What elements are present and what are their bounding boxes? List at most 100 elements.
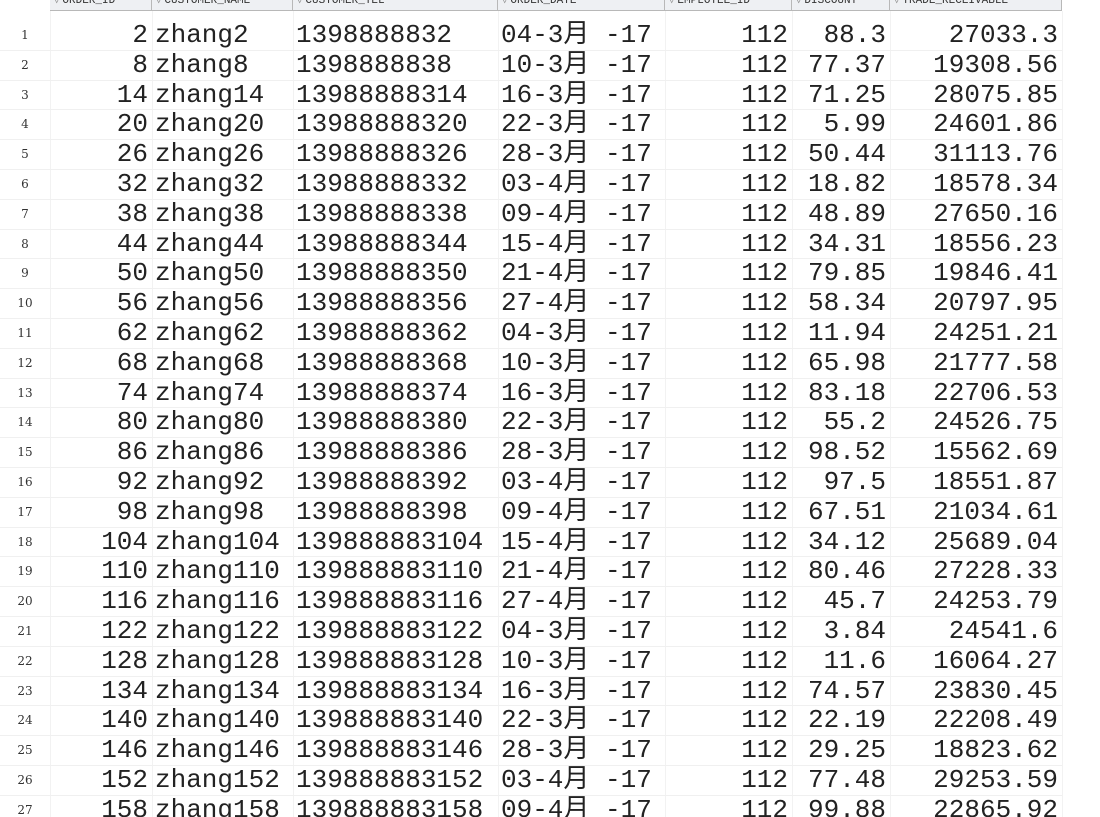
cell: 13988888398 bbox=[296, 496, 468, 527]
cell: 45.7 bbox=[823, 586, 886, 617]
cell: 55.2 bbox=[823, 407, 886, 438]
cell: 139888883110 bbox=[296, 556, 484, 587]
cell: zhang80 bbox=[155, 407, 265, 438]
cell: 19308.56 bbox=[933, 49, 1058, 80]
cell: 20 bbox=[116, 109, 148, 140]
cell: 50.44 bbox=[807, 139, 886, 170]
cell: 79.85 bbox=[807, 258, 886, 289]
cell: 27033.3 bbox=[948, 20, 1058, 50]
cell: 22-3月 -17 bbox=[501, 109, 652, 140]
cell: 77.48 bbox=[807, 765, 886, 795]
row-divider bbox=[0, 496, 1062, 498]
column-divider bbox=[890, 11, 891, 817]
cell: 13988888362 bbox=[296, 318, 468, 348]
cell: 112 bbox=[741, 735, 788, 766]
row-divider bbox=[0, 49, 1062, 51]
column-divider bbox=[665, 11, 666, 817]
cell: 28-3月 -17 bbox=[501, 139, 652, 170]
row-number: 21 bbox=[17, 624, 33, 638]
cell: 24526.75 bbox=[933, 407, 1058, 438]
row-divider bbox=[0, 705, 1062, 707]
cell: 8 bbox=[132, 49, 148, 80]
cell: 112 bbox=[741, 586, 788, 617]
cell: 13988888368 bbox=[296, 347, 468, 378]
cell: 112 bbox=[741, 794, 788, 817]
cell: 27-4月 -17 bbox=[501, 288, 652, 319]
cell: 22706.53 bbox=[933, 377, 1058, 408]
cell: 31113.76 bbox=[933, 139, 1058, 170]
cell: 21-4月 -17 bbox=[501, 258, 652, 289]
cell: 13988888320 bbox=[296, 109, 468, 140]
cell: zhang152 bbox=[155, 765, 280, 795]
cell: 38 bbox=[116, 198, 148, 229]
cell: zhang56 bbox=[155, 288, 265, 319]
cell: 112 bbox=[741, 616, 788, 646]
column-header: DISCOUNT bbox=[792, 0, 890, 11]
cell: 22-3月 -17 bbox=[501, 705, 652, 736]
cell: zhang146 bbox=[155, 735, 280, 766]
cell: 88.3 bbox=[823, 20, 886, 50]
row-divider bbox=[0, 169, 1062, 170]
cell: 48.89 bbox=[807, 198, 886, 229]
row-divider bbox=[0, 228, 1062, 230]
cell: 112 bbox=[741, 526, 788, 557]
cell: 34.12 bbox=[807, 526, 886, 557]
row-number: 1 bbox=[21, 28, 29, 42]
cell: 13988888326 bbox=[296, 139, 468, 170]
cell: 112 bbox=[741, 139, 788, 170]
cell: 13988888314 bbox=[296, 79, 468, 110]
cell: 112 bbox=[741, 109, 788, 140]
cell: 26 bbox=[116, 139, 148, 170]
cell: 97.5 bbox=[823, 467, 886, 497]
cell: 19846.41 bbox=[933, 258, 1058, 289]
cell: 80 bbox=[116, 407, 148, 438]
row-number: 25 bbox=[17, 743, 33, 758]
column-divider bbox=[1062, 11, 1063, 817]
row-number: 5 bbox=[21, 147, 29, 162]
cell: 13988888332 bbox=[296, 169, 468, 199]
cell: 112 bbox=[741, 467, 788, 497]
cell: 158 bbox=[101, 794, 148, 817]
cell: 116 bbox=[101, 586, 148, 617]
row-divider bbox=[0, 765, 1062, 766]
cell: 16-3月 -17 bbox=[501, 79, 652, 110]
row-number: 15 bbox=[17, 445, 33, 460]
cell: 58.34 bbox=[807, 288, 886, 319]
cell: 16-3月 -17 bbox=[501, 675, 652, 706]
cell: 1398888832 bbox=[296, 20, 453, 50]
row-divider bbox=[0, 407, 1062, 409]
cell: 32 bbox=[116, 169, 148, 199]
cell: 74.57 bbox=[807, 675, 886, 706]
row-divider bbox=[0, 616, 1062, 617]
cell: zhang92 bbox=[155, 467, 265, 497]
row-number: 17 bbox=[17, 504, 33, 519]
cell: 139888883140 bbox=[296, 705, 484, 736]
cell: 112 bbox=[741, 347, 788, 378]
cell: zhang68 bbox=[155, 347, 265, 378]
cell: 25689.04 bbox=[933, 526, 1058, 557]
cell: 112 bbox=[741, 407, 788, 438]
cell: 112 bbox=[741, 377, 788, 408]
cell: zhang44 bbox=[155, 228, 265, 259]
cell: 27650.16 bbox=[933, 198, 1058, 229]
row-number: 9 bbox=[21, 266, 29, 281]
cell: 13988888374 bbox=[296, 377, 468, 408]
cell: 122 bbox=[101, 616, 148, 646]
cell: 24601.86 bbox=[933, 109, 1058, 140]
row-divider bbox=[0, 467, 1062, 468]
row-number: 20 bbox=[17, 594, 33, 609]
cell: 09-4月 -17 bbox=[501, 496, 652, 527]
cell: 112 bbox=[741, 556, 788, 587]
cell: 112 bbox=[741, 318, 788, 348]
cell: zhang134 bbox=[155, 675, 280, 706]
cell: 29253.59 bbox=[933, 765, 1058, 795]
cell: 50 bbox=[116, 258, 148, 289]
cell: 14 bbox=[116, 79, 148, 110]
cell: 112 bbox=[741, 675, 788, 706]
cell: 04-3月 -17 bbox=[501, 616, 652, 646]
cell: 152 bbox=[101, 765, 148, 795]
cell: 139888883134 bbox=[296, 675, 484, 706]
cell: zhang116 bbox=[155, 586, 280, 617]
row-divider bbox=[0, 735, 1062, 737]
